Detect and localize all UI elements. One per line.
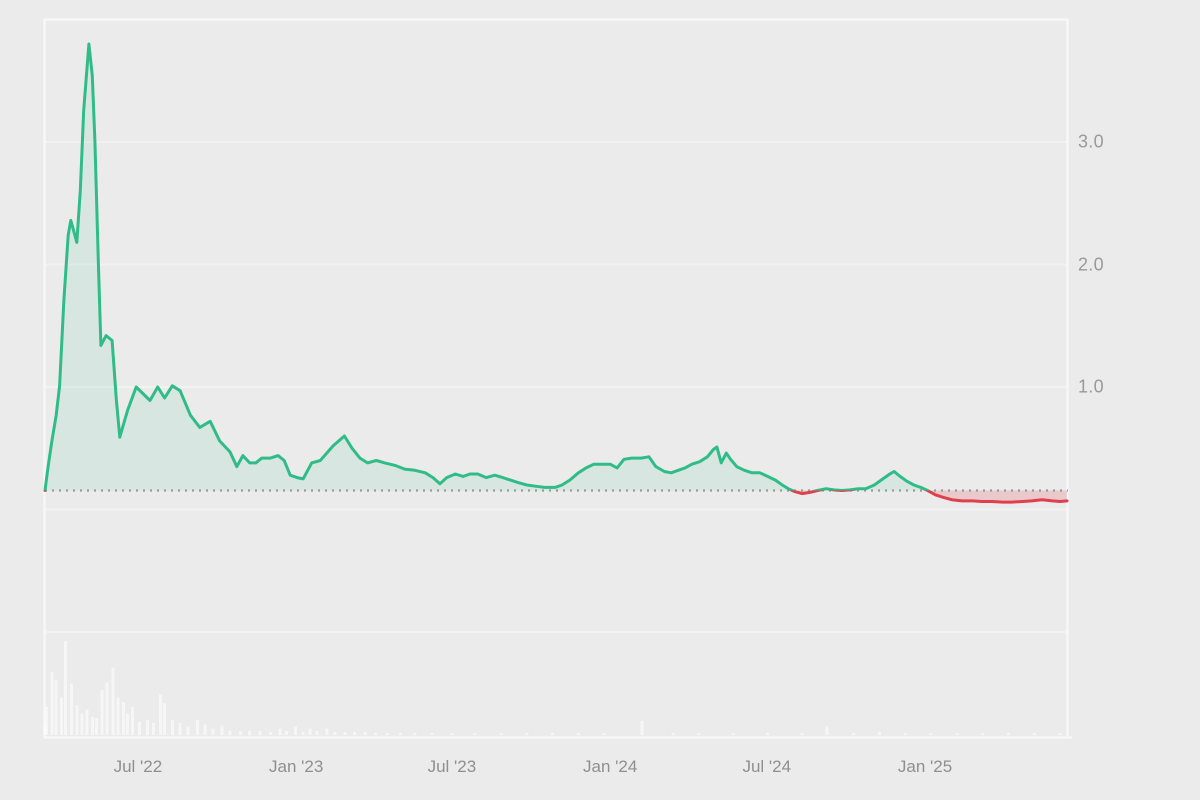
y-axis-label: 1.0 xyxy=(1078,376,1104,397)
x-axis-label: Jan '23 xyxy=(269,757,324,776)
x-axis-label: Jul '24 xyxy=(742,757,792,776)
x-axis-label: Jan '25 xyxy=(897,757,953,776)
y-axis-label: 3.0 xyxy=(1078,131,1104,152)
x-axis-label: Jul '22 xyxy=(113,757,163,776)
y-axis-label: 2.0 xyxy=(1078,254,1104,274)
x-axis-label: Jan '24 xyxy=(583,757,638,776)
x-axis-label: Jul '23 xyxy=(427,757,477,776)
